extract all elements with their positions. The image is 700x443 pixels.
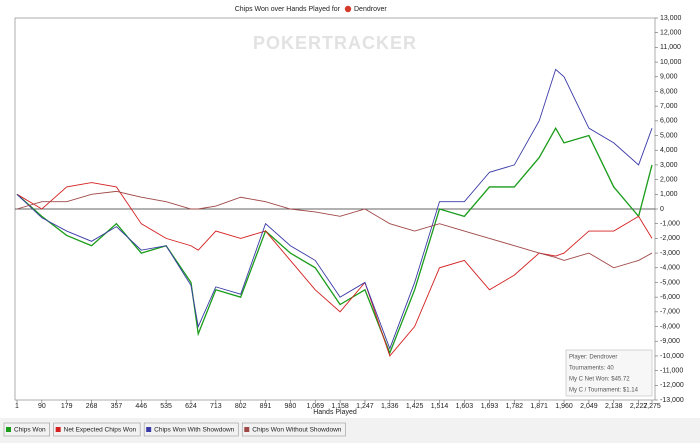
x-axis-label: Hands Played [313, 409, 357, 416]
legend-swatch [6, 427, 11, 432]
x-tick-label: 2,049 [580, 403, 598, 410]
x-tick-label: 713 [210, 403, 222, 410]
x-tick-label: 624 [185, 403, 197, 410]
x-tick-label: 1,158 [331, 403, 349, 410]
legend-label: Chips Won [14, 427, 46, 434]
chart-title: Chips Won over Hands Played for [235, 6, 341, 13]
y-tick-label: 3,000 [660, 162, 678, 169]
y-tick-label: -3,000 [660, 250, 680, 257]
legend-bar [0, 418, 700, 443]
x-tick-label: 802 [235, 403, 247, 410]
x-tick-label: 1,336 [381, 403, 399, 410]
x-tick-label: 446 [135, 403, 147, 410]
legend-swatch [55, 427, 61, 432]
info-line: Tournaments: 40 [569, 366, 614, 372]
y-tick-label: 10,000 [660, 59, 682, 66]
info-line: My C Net Won: $45.72 [569, 377, 630, 383]
y-tick-label: 5,000 [660, 132, 678, 139]
y-tick-label: -10,000 [660, 353, 684, 360]
y-tick-label: -13,000 [660, 397, 684, 404]
x-tick-label: 1,514 [431, 403, 449, 410]
legend-item-border [241, 422, 346, 437]
y-tick-label: 0 [660, 206, 664, 213]
y-tick-label: 11,000 [660, 44, 681, 51]
x-tick-label: 2,227 [630, 403, 648, 410]
y-tick-label: -4,000 [660, 265, 680, 272]
watermark: POKERTRACKER [253, 33, 417, 53]
x-tick-label: 1 [15, 403, 19, 410]
series-line [16, 182, 653, 357]
legend-label: Net Expected Chips Won [64, 427, 137, 434]
y-tick-label: 1,000 [660, 191, 678, 198]
legend-label: Chips Won Without Showdown [252, 427, 342, 434]
x-tick-label: 90 [38, 403, 46, 410]
y-tick-label: 12,000 [660, 30, 682, 37]
y-tick-label: 8,000 [660, 88, 678, 95]
y-tick-label: -9,000 [660, 338, 680, 345]
legend-label: Chips Won With Showdown [154, 427, 234, 434]
player-icon [344, 5, 352, 13]
y-tick-label: 7,000 [660, 103, 678, 110]
info-line: Player: Dendrover [569, 355, 617, 361]
series-line [16, 190, 653, 269]
series-line [16, 126, 653, 355]
x-tick-label: 535 [160, 403, 172, 410]
x-tick-label: 891 [260, 403, 272, 410]
y-tick-label: -7,000 [660, 309, 680, 316]
legend-item-border [53, 422, 141, 437]
legend-swatch [146, 427, 152, 432]
player-name: Dendrover [354, 6, 387, 13]
y-tick-label: -5,000 [660, 279, 680, 286]
x-tick-label: 268 [86, 403, 98, 410]
y-tick-label: -8,000 [660, 323, 680, 330]
x-tick-label: 1,871 [530, 403, 548, 410]
x-tick-label: 2,275 [643, 403, 661, 410]
y-tick-label: -2,000 [660, 235, 680, 242]
y-tick-label: -1,000 [660, 221, 680, 228]
x-tick-label: 357 [111, 403, 123, 410]
y-tick-label: 6,000 [660, 118, 678, 125]
legend-item-border [143, 422, 239, 437]
x-tick-label: 1,247 [356, 403, 374, 410]
info-box [565, 349, 653, 397]
x-tick-label: 2,138 [605, 403, 623, 410]
y-tick-label: 13,000 [660, 15, 682, 22]
x-tick-label: 1,960 [555, 403, 573, 410]
series-line [16, 68, 653, 350]
x-tick-label: 1,693 [481, 403, 499, 410]
x-tick-label: 980 [285, 403, 297, 410]
legend-swatch [244, 427, 250, 432]
info-line: My C / Tournament: $1.14 [569, 388, 639, 394]
legend-item-border [3, 422, 50, 437]
y-tick-label: 2,000 [660, 176, 678, 183]
x-tick-label: 179 [61, 403, 73, 410]
y-tick-label: 4,000 [660, 147, 678, 154]
x-tick-label: 1,782 [506, 403, 524, 410]
x-tick-label: 1,603 [456, 403, 474, 410]
y-tick-label: -6,000 [660, 294, 680, 301]
x-tick-label: 1,069 [306, 403, 324, 410]
x-tick-label: 1,425 [406, 403, 424, 410]
y-tick-label: -12,000 [660, 382, 684, 389]
y-tick-label: 9,000 [660, 74, 678, 81]
y-tick-label: -11,000 [660, 367, 683, 374]
